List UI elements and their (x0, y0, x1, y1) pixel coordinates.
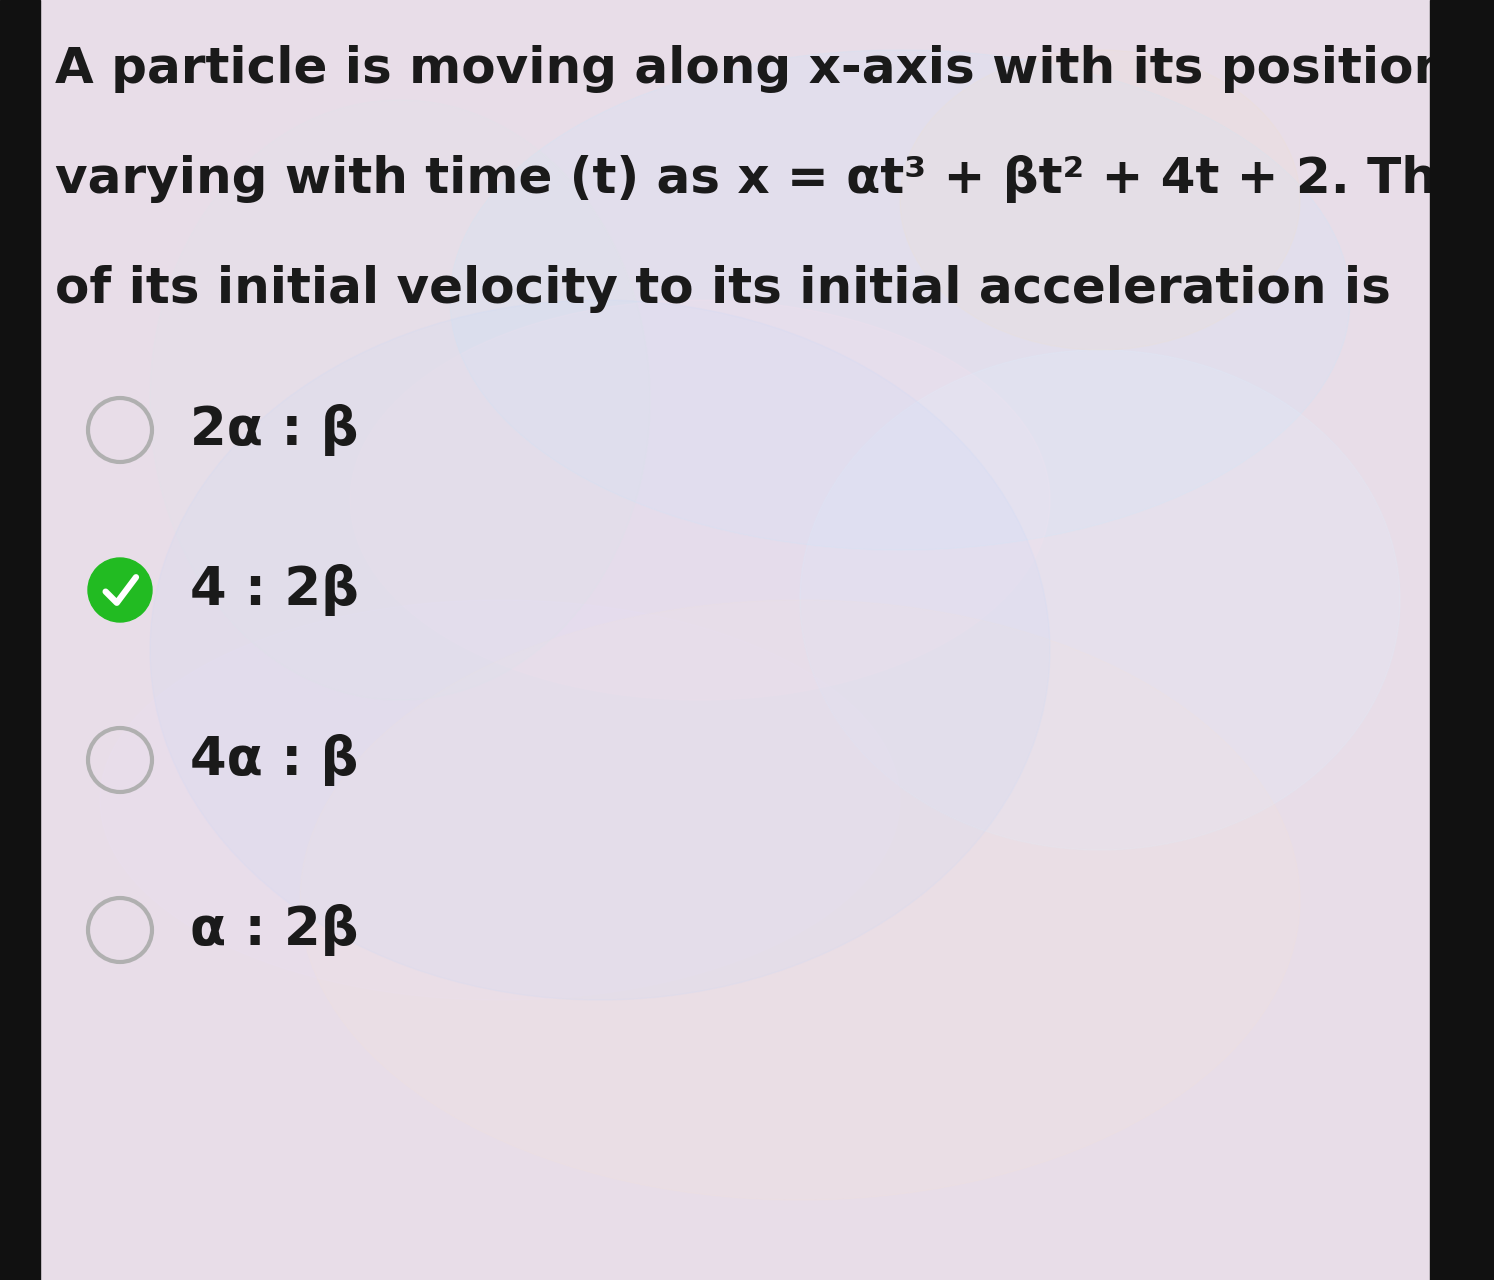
Ellipse shape (350, 300, 1050, 700)
Text: 4 : 2β: 4 : 2β (190, 564, 359, 616)
Bar (0, 0, 40, 1280)
Ellipse shape (300, 600, 1300, 1201)
Text: α : 2β: α : 2β (190, 904, 359, 956)
Text: 4α : β: 4α : β (190, 733, 359, 786)
Bar (1430, 0, 1494, 1280)
Ellipse shape (149, 300, 1050, 1000)
Text: 2α : β: 2α : β (190, 404, 359, 456)
Ellipse shape (149, 100, 650, 700)
Ellipse shape (100, 600, 899, 1000)
Text: of its initial velocity to its initial acceleration is: of its initial velocity to its initial a… (55, 265, 1391, 314)
Ellipse shape (450, 50, 1351, 550)
Circle shape (88, 558, 152, 622)
Text: A particle is moving along x-axis with its position (x): A particle is moving along x-axis with i… (55, 45, 1494, 93)
Text: varying with time (t) as x = αt³ + βt² + 4t + 2. The ratio: varying with time (t) as x = αt³ + βt² +… (55, 155, 1494, 204)
Ellipse shape (799, 349, 1400, 850)
Ellipse shape (899, 50, 1300, 349)
